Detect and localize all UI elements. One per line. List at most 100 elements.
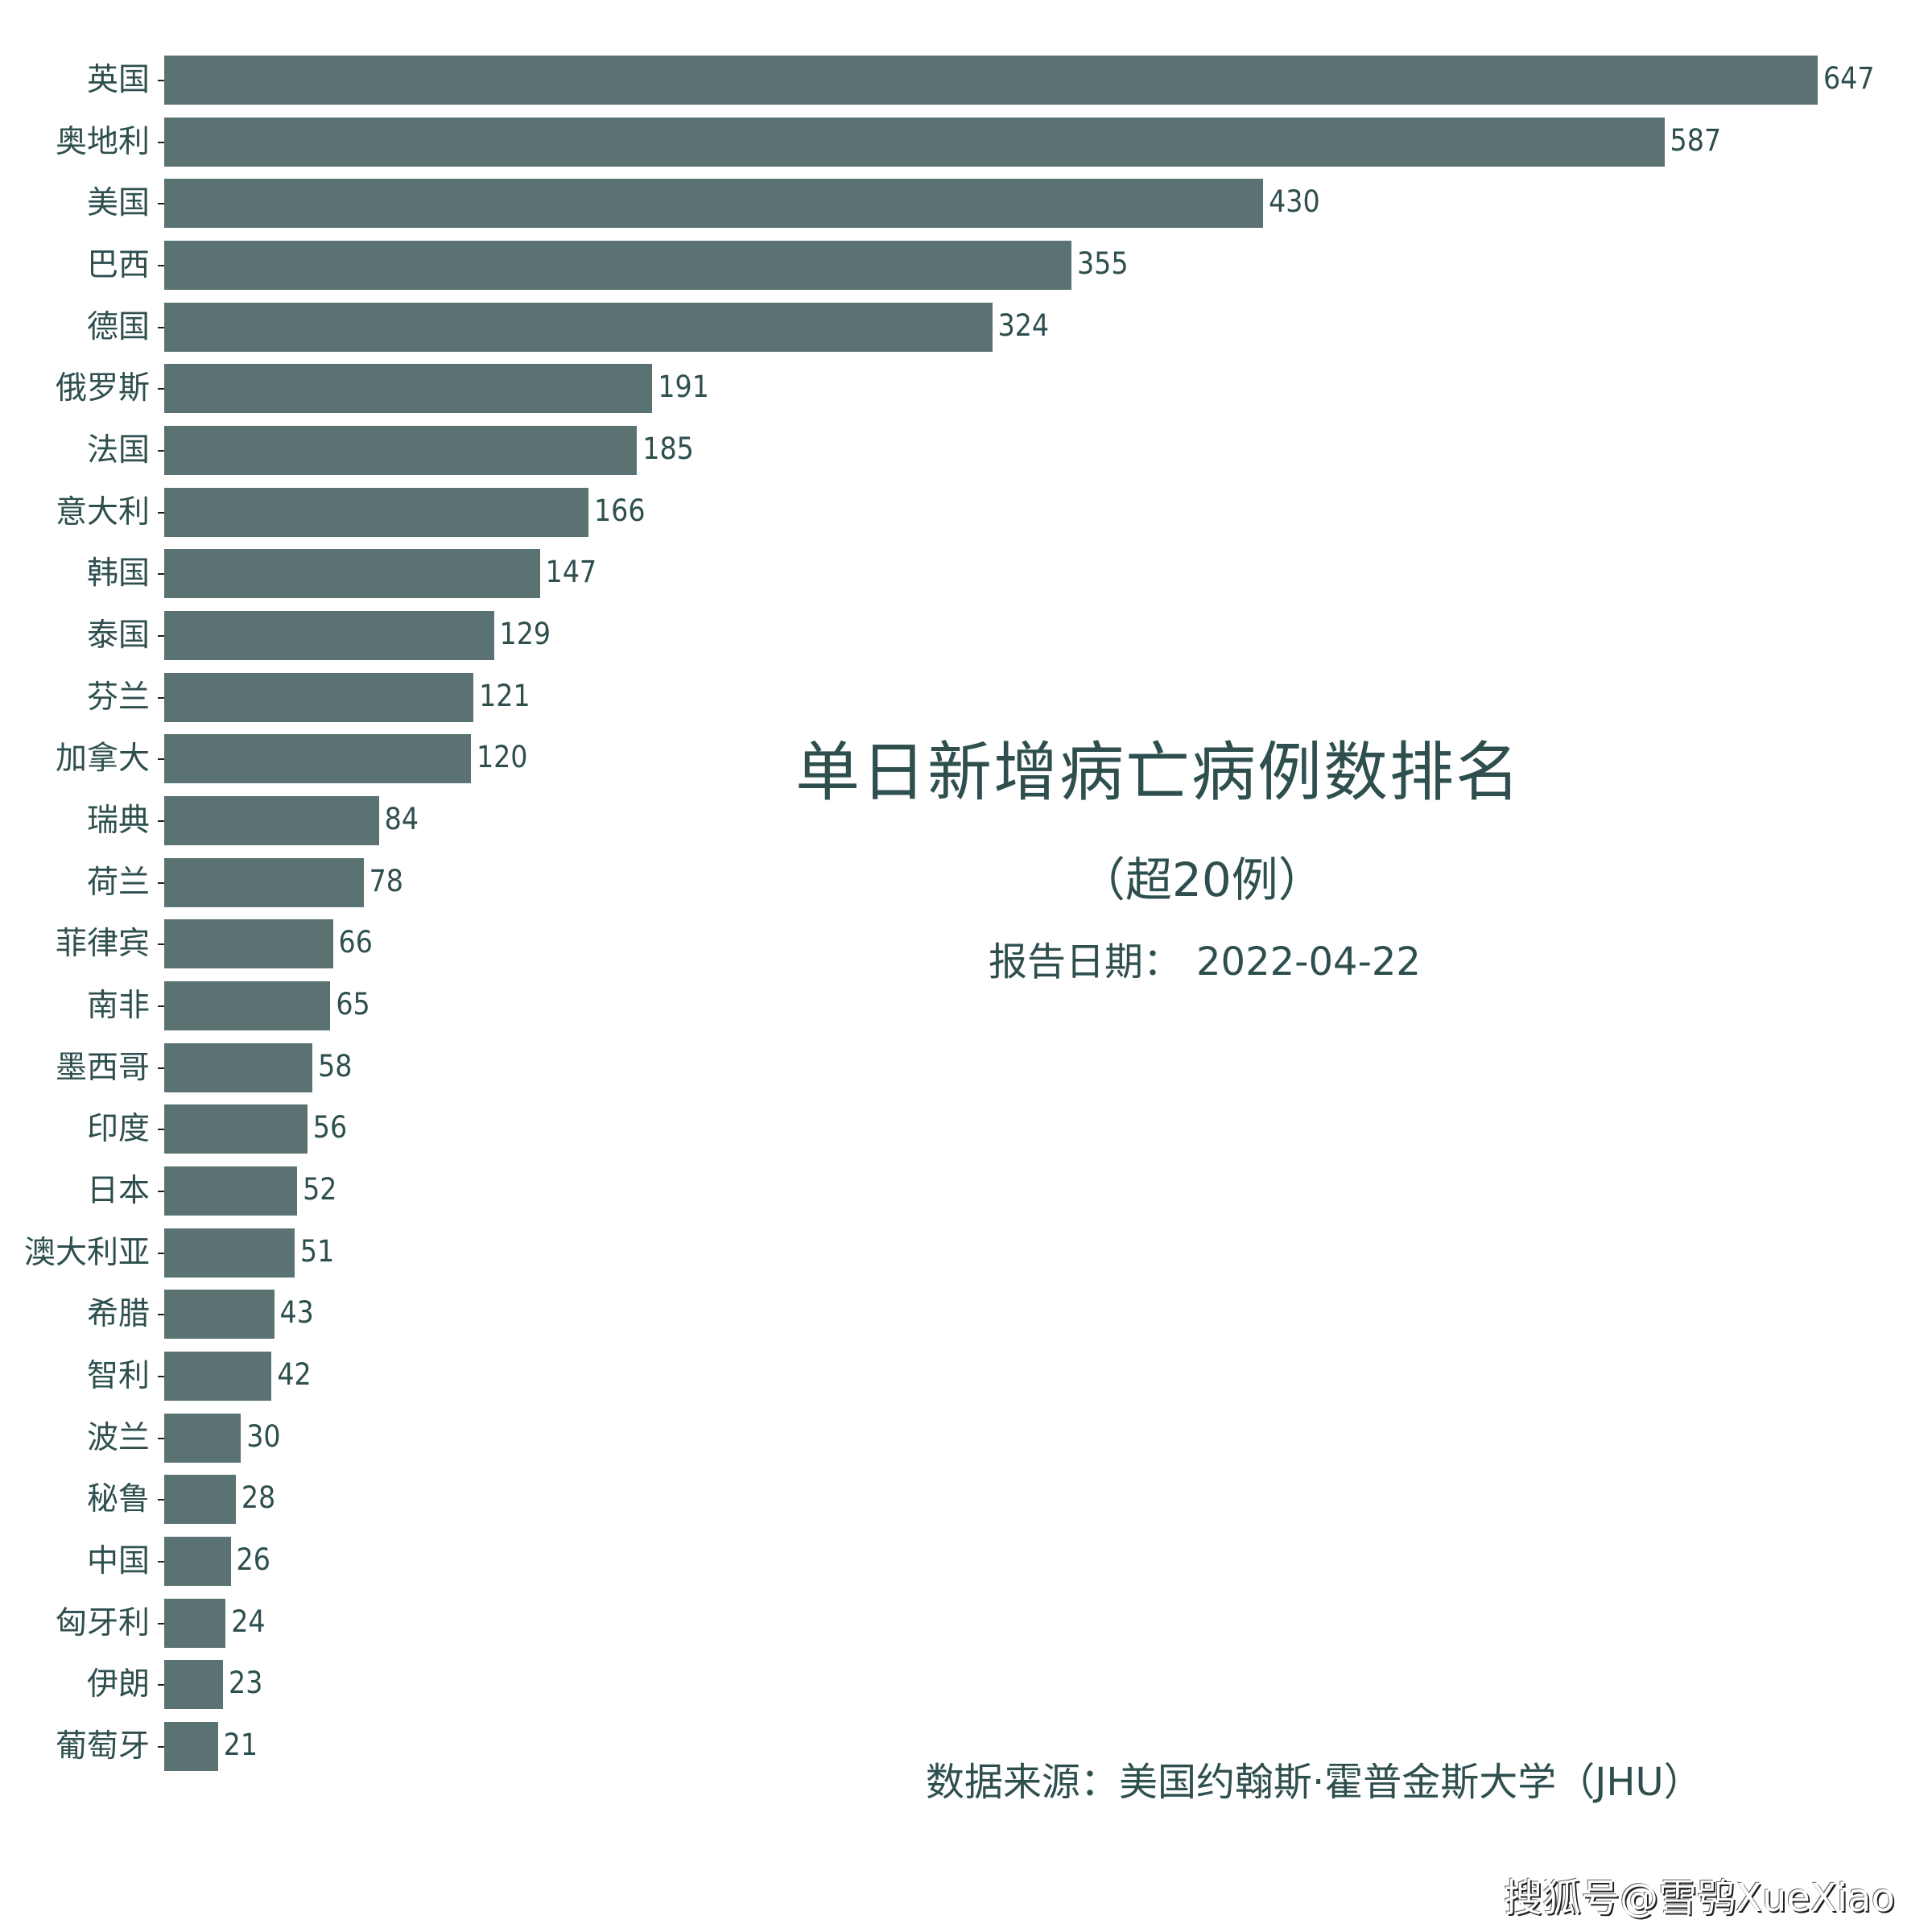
bar — [164, 919, 333, 969]
bar-row: 俄罗斯 191 — [0, 364, 1932, 414]
bar — [164, 981, 331, 1031]
axis-tick — [158, 511, 164, 514]
bar — [164, 796, 379, 846]
watermark: 搜狐号@雪鸮XueXiao — [1504, 1876, 1895, 1921]
axis-tick — [158, 1067, 164, 1069]
axis-tick — [158, 203, 164, 205]
bar — [164, 1660, 224, 1710]
value-label: 324 — [997, 308, 1050, 343]
axis-tick — [158, 1437, 164, 1439]
category-label: 日本 — [86, 1173, 150, 1210]
bar-row: 德国 324 — [0, 302, 1932, 352]
bar — [164, 1722, 218, 1772]
category-label: 巴西 — [86, 247, 150, 283]
axis-tick — [158, 820, 164, 823]
value-label: 66 — [338, 925, 373, 960]
category-label: 泰国 — [86, 617, 150, 654]
bar — [164, 426, 638, 476]
bar-row: 菲律宾 66 — [0, 919, 1932, 969]
category-label: 瑞典 — [86, 803, 150, 840]
value-label: 52 — [303, 1172, 337, 1208]
bar-row: 伊朗 23 — [0, 1660, 1932, 1710]
category-label: 南非 — [86, 988, 150, 1025]
bar — [164, 117, 1665, 167]
bar-row: 韩国 147 — [0, 549, 1932, 599]
category-label: 希腊 — [86, 1296, 150, 1333]
bar-row: 日本 52 — [0, 1166, 1932, 1216]
bar — [164, 1290, 275, 1340]
axis-tick — [158, 1252, 164, 1254]
category-label: 德国 — [86, 308, 150, 345]
bar-row: 中国 26 — [0, 1537, 1932, 1587]
category-label: 智利 — [86, 1358, 150, 1395]
bar — [164, 1104, 308, 1154]
bar-row: 智利 42 — [0, 1352, 1932, 1402]
value-label: 26 — [236, 1542, 270, 1578]
axis-tick — [158, 1499, 164, 1501]
axis-tick — [158, 80, 164, 81]
category-label: 中国 — [86, 1543, 150, 1580]
value-label: 56 — [312, 1110, 348, 1146]
bar — [164, 1413, 242, 1463]
axis-tick — [158, 1561, 164, 1563]
report-date-value: 2022-04-22 — [1196, 939, 1421, 985]
category-label: 英国 — [86, 62, 150, 98]
chart-subtitle: （超20例） — [1079, 852, 1325, 907]
value-label: 51 — [299, 1233, 335, 1269]
category-label: 美国 — [86, 185, 150, 222]
bar — [164, 487, 588, 537]
axis-tick — [158, 635, 164, 638]
value-label: 24 — [231, 1604, 266, 1639]
value-label: 121 — [479, 678, 530, 713]
value-label: 129 — [499, 617, 551, 652]
value-label: 185 — [642, 431, 694, 467]
axis-tick — [158, 388, 164, 390]
bar — [164, 364, 653, 414]
axis-tick — [158, 1376, 164, 1378]
bar — [164, 672, 474, 722]
category-label: 意大利 — [55, 493, 150, 530]
value-label: 147 — [545, 555, 597, 590]
category-label: 菲律宾 — [55, 926, 150, 963]
report-date-label: 报告日期： — [989, 939, 1183, 985]
value-label: 65 — [336, 987, 370, 1022]
category-label: 芬兰 — [86, 679, 150, 716]
bar — [164, 734, 471, 784]
chart-title: 单日新增病亡病例数排名 — [795, 735, 1521, 810]
bar-row: 美国 430 — [0, 179, 1932, 229]
category-label: 加拿大 — [55, 741, 150, 778]
axis-tick — [158, 1314, 164, 1316]
bar-row: 英国 647 — [0, 56, 1932, 105]
category-label: 奥地利 — [55, 123, 150, 160]
value-label: 28 — [241, 1480, 276, 1516]
bar-row: 墨西哥 58 — [0, 1042, 1932, 1092]
bar-row: 芬兰 121 — [0, 672, 1932, 722]
axis-tick — [158, 265, 164, 266]
bar-row: 印度 56 — [0, 1104, 1932, 1154]
axis-tick — [158, 1684, 164, 1686]
bar — [164, 56, 1818, 105]
category-label: 俄罗斯 — [55, 370, 150, 407]
bar — [164, 611, 494, 661]
bar — [164, 1042, 313, 1092]
category-label: 伊朗 — [86, 1666, 150, 1703]
bar — [164, 1475, 236, 1525]
category-label: 澳大利亚 — [23, 1234, 150, 1271]
value-label: 21 — [223, 1728, 258, 1763]
value-label: 120 — [476, 740, 528, 775]
bar-row: 秘鲁 28 — [0, 1475, 1932, 1525]
bar-row: 意大利 166 — [0, 487, 1932, 537]
axis-tick — [158, 1622, 164, 1624]
value-label: 84 — [384, 802, 419, 837]
axis-tick — [158, 1129, 164, 1131]
value-label: 355 — [1077, 246, 1129, 281]
axis-tick — [158, 943, 164, 946]
axis-tick — [158, 1005, 164, 1008]
bar-row: 希腊 43 — [0, 1290, 1932, 1340]
value-label: 43 — [279, 1295, 314, 1331]
value-label: 30 — [246, 1418, 281, 1454]
bar — [164, 241, 1071, 290]
value-label: 78 — [369, 863, 403, 898]
bar-row: 澳大利亚 51 — [0, 1228, 1932, 1278]
